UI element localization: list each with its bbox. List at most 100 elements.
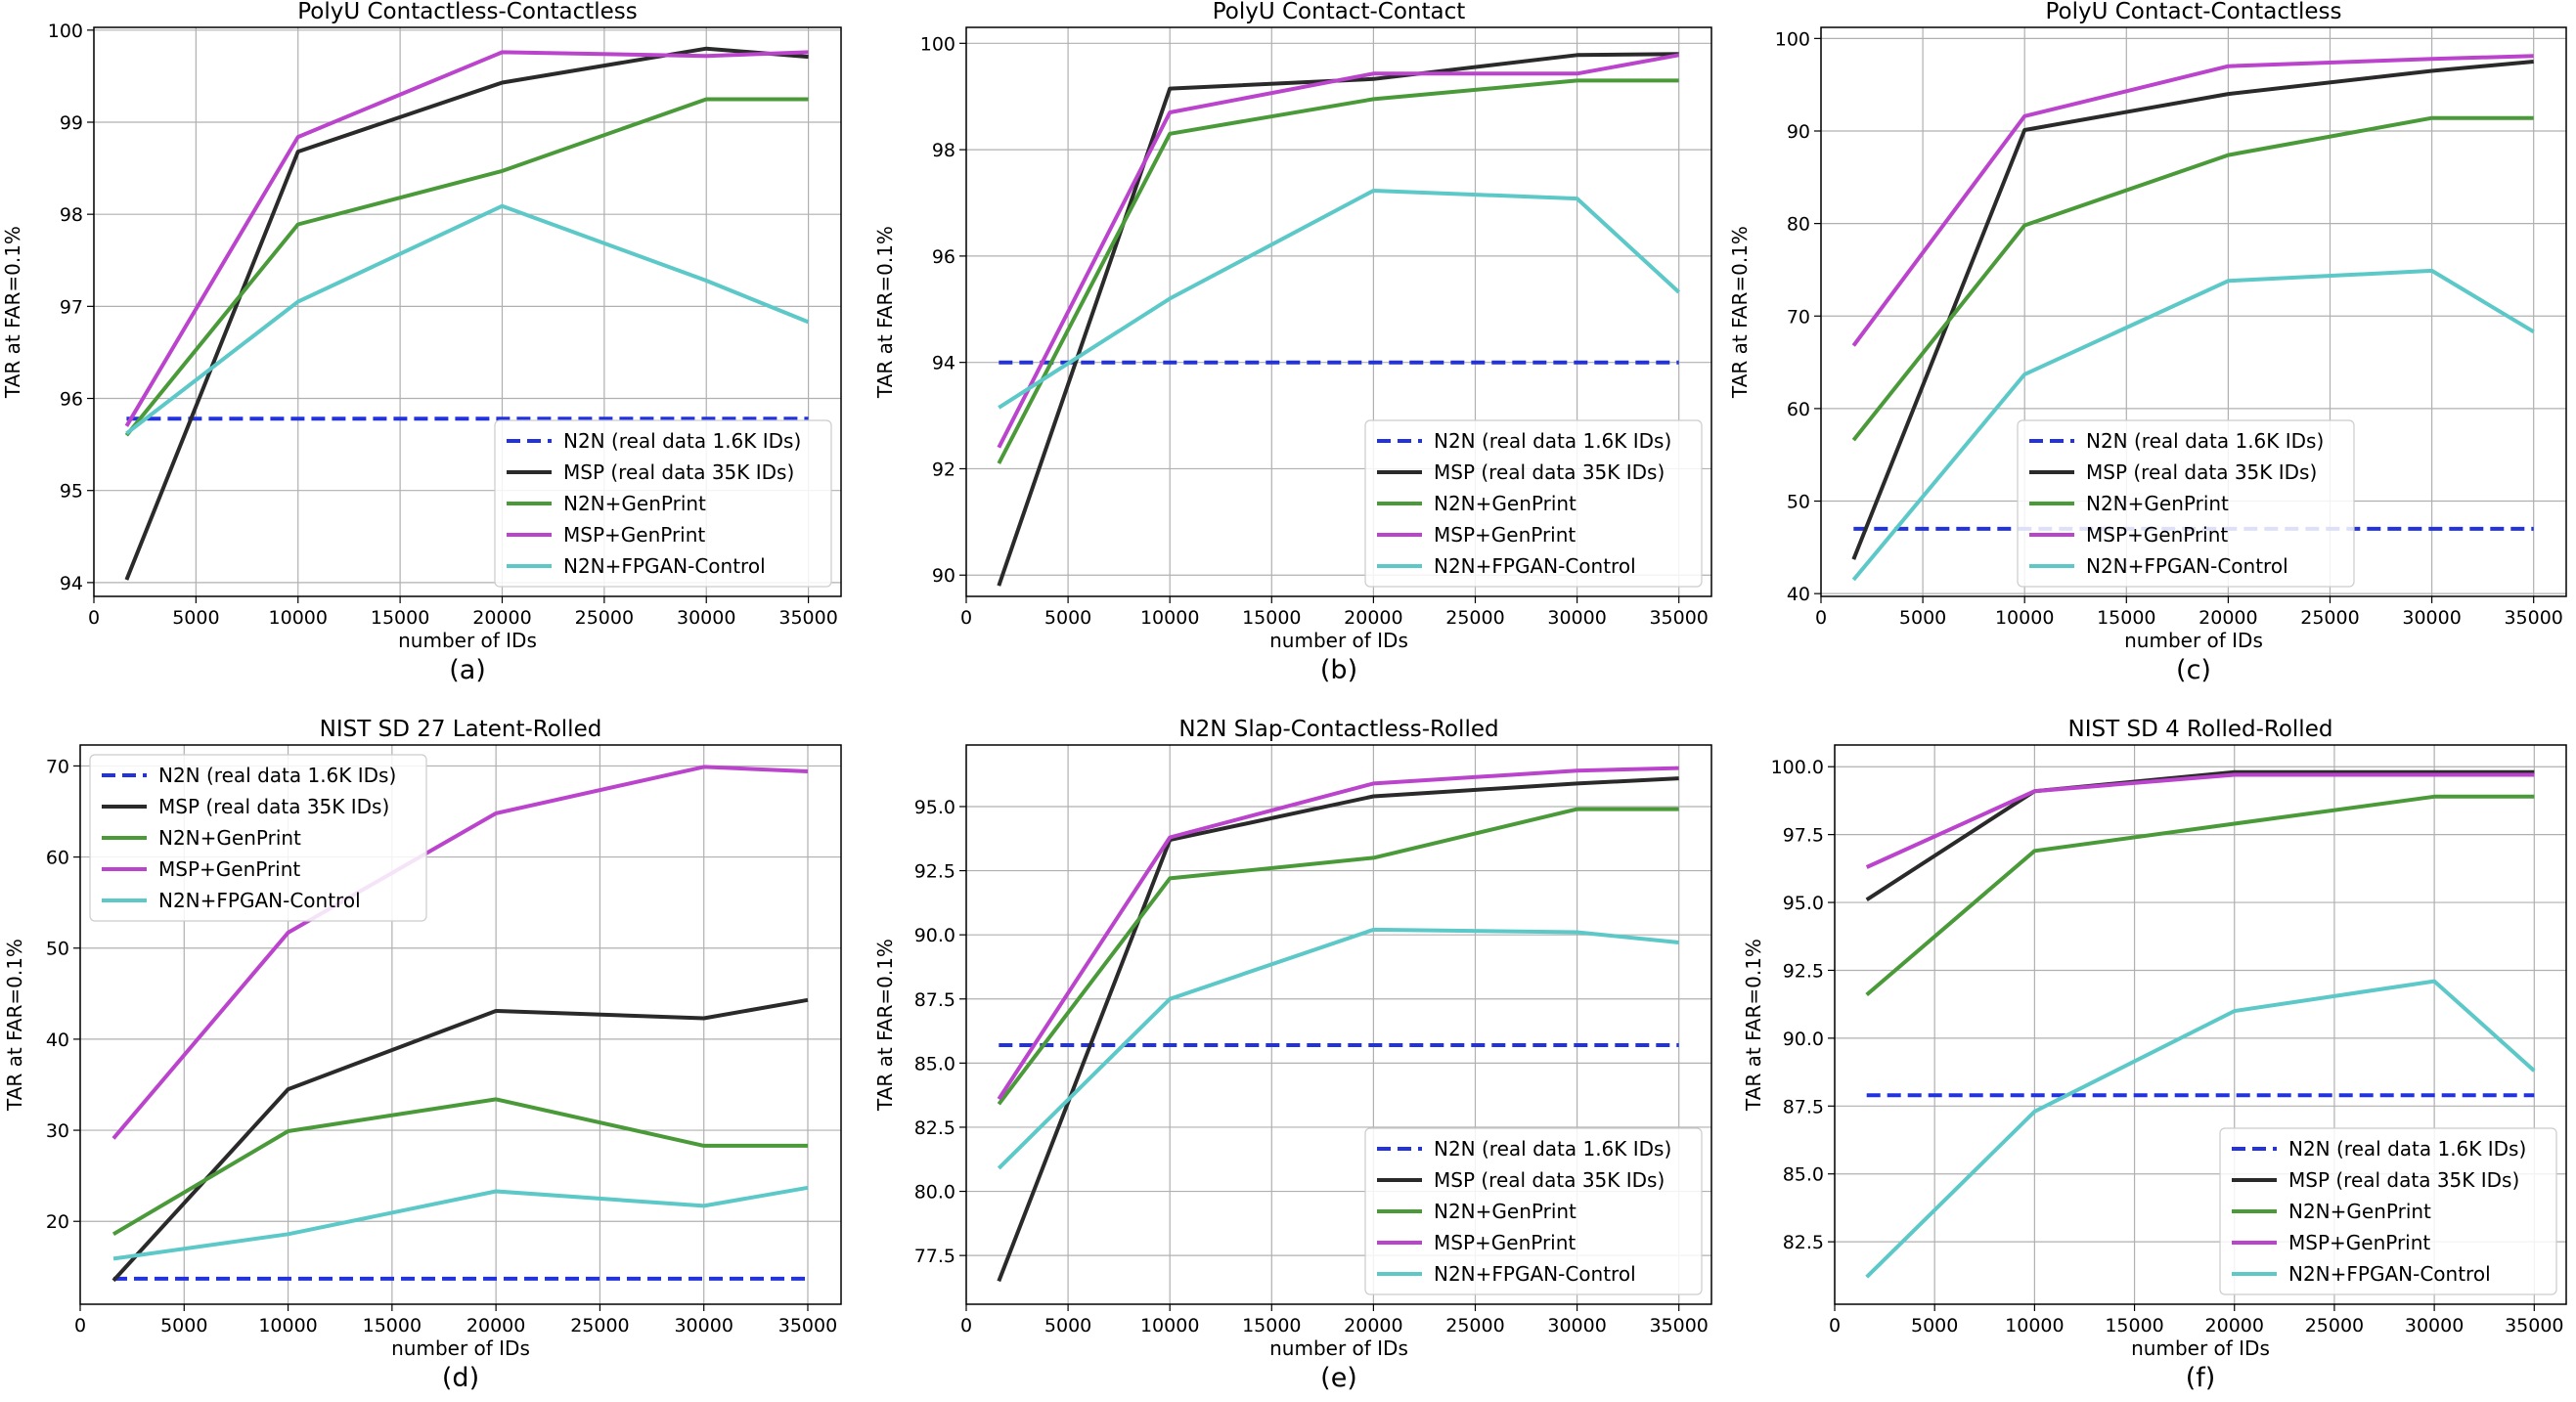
legend-label: N2N+FPGAN-Control [1434,1262,1636,1286]
y-tick-label: 97.5 [1783,825,1824,847]
y-tick-label: 85.0 [914,1053,955,1074]
x-tick-label: 0 [88,607,100,629]
legend-label: MSP (real data 35K IDs) [1434,460,1665,484]
series-line-msp-real-data-35k-ids [1865,769,2535,901]
chart-panel-4: 0 5000 10000 15000 20000 25000 30000 35000 77.5 8… [873,717,1712,1393]
x-tick-label: 20000 [466,1315,525,1336]
plot-frame [965,744,1712,1305]
x-tick-label: 0 [960,1315,972,1336]
x-tick-label: 25000 [1445,1315,1504,1336]
legend-label: N2N+FPGAN-Control [2288,1262,2491,1286]
legend-label: N2N (real data 1.6K IDs) [2288,1137,2526,1161]
x-tick-label: 5000 [1044,1315,1091,1336]
legend-label: MSP (real data 35K IDs) [563,460,794,484]
panel-caption: (a) [449,655,486,685]
x-tick-label: 25000 [2300,607,2359,629]
y-tick-label: 92.5 [914,861,955,883]
y-tick-label: 85.0 [1783,1164,1824,1186]
x-axis-label: number of IDs [391,1336,530,1360]
x-tick-label: 30000 [1547,1315,1606,1336]
x-tick-label: 15000 [371,607,429,629]
panel-caption: (f) [2186,1363,2216,1393]
legend-label: N2N+FPGAN-Control [2086,554,2288,578]
y-tick-label: 98 [60,204,83,226]
x-tick-label: 10000 [2005,1315,2064,1336]
legend-label: N2N+FPGAN-Control [563,554,766,578]
y-tick-label: 100 [48,21,83,42]
series-line-n2n-genprint [111,1097,808,1237]
x-tick-label: 15000 [1242,1315,1301,1336]
legend-label: MSP (real data 35K IDs) [158,795,389,818]
x-tick-label: 5000 [160,1315,207,1336]
y-axis-label: TAR at FAR=0.1% [873,226,897,399]
legend-box [2017,419,2355,588]
legend-box [1364,1127,1703,1295]
x-tick-label: 20000 [2198,607,2257,629]
y-tick-label: 95.0 [914,797,955,818]
legend-box [494,419,832,588]
legend-box [1364,419,1703,588]
x-tick-label: 35000 [778,1315,837,1336]
legend-label: N2N+GenPrint [1434,1200,1577,1223]
y-tick-label: 20 [46,1211,69,1233]
y-tick-label: 95 [60,481,83,503]
panel-caption: (c) [2176,655,2211,685]
y-tick-label: 95.0 [1783,893,1824,914]
chart-title: PolyU Contact-Contactless [2045,0,2341,24]
series-line-n2n-fpgan-control [112,1185,809,1261]
x-tick-label: 5000 [172,607,219,629]
series-line-n2n-genprint [997,78,1679,464]
x-axis-label: number of IDs [2124,629,2263,652]
legend-box [89,754,427,922]
series-line-n2n-fpgan-control [125,203,810,435]
y-tick-label: 87.5 [914,989,955,1011]
series-line-msp-genprint [1865,772,2535,869]
x-tick-label: 15000 [2105,1315,2163,1336]
legend-label: N2N+GenPrint [158,826,301,850]
y-tick-label: 30 [46,1120,69,1142]
legend-label: N2N (real data 1.6K IDs) [563,429,801,453]
plot-frame [79,744,842,1305]
series-line-n2n-genprint [1851,115,2534,442]
x-tick-label: 0 [1815,607,1827,629]
y-tick-label: 70 [46,756,69,777]
legend-label: N2N+FPGAN-Control [1434,554,1636,578]
chart-title: PolyU Contactless-Contactless [297,0,638,24]
chart-panel-1: 0 5000 10000 15000 20000 25000 30000 35000 90 92 9… [873,0,1712,685]
x-tick-label: 10000 [1995,607,2054,629]
y-tick-label: 100.0 [1771,757,1824,778]
x-axis-label: number of IDs [398,629,537,652]
series-line-n2n-fpgan-control [997,927,1679,1170]
legend-label: N2N (real data 1.6K IDs) [158,764,396,787]
x-tick-label: 15000 [363,1315,422,1336]
x-tick-label: 25000 [575,607,634,629]
y-tick-label: 92.5 [1783,960,1824,982]
x-tick-label: 20000 [1344,607,1402,629]
x-tick-label: 25000 [2305,1315,2364,1336]
y-tick-label: 90.0 [914,925,955,946]
x-tick-label: 25000 [570,1315,629,1336]
legend-label: MSP (real data 35K IDs) [1434,1168,1665,1192]
panel-caption: (b) [1320,655,1357,685]
series-line-n2n-fpgan-control [1865,979,2536,1279]
x-tick-label: 5000 [1044,607,1091,629]
series-line-n2n-genprint [124,97,809,437]
y-tick-label: 96 [932,246,955,268]
chart-title: PolyU Contact-Contact [1213,0,1466,24]
x-tick-label: 20000 [1344,1315,1402,1336]
y-tick-label: 80 [1787,214,1810,236]
y-tick-label: 87.5 [1783,1096,1824,1117]
series-line-n2n-fpgan-control [998,189,1681,410]
legend-label: N2N+GenPrint [563,492,706,515]
x-tick-label: 20000 [2205,1315,2264,1336]
chart-panel-3: 0 5000 10000 15000 20000 25000 30000 35000 20 30 4… [3,717,842,1393]
legend: N2N (real data 1.6K IDs) MSP (real data 3… [89,754,427,922]
x-tick-label: 15000 [2097,607,2155,629]
x-axis-label: number of IDs [2131,1336,2270,1360]
x-tick-label: 35000 [2505,1315,2563,1336]
chart-title: NIST SD 27 Latent-Rolled [320,717,602,742]
y-tick-label: 50 [1787,492,1810,513]
legend-box [2219,1127,2557,1295]
legend-label: N2N (real data 1.6K IDs) [1434,1137,1671,1161]
